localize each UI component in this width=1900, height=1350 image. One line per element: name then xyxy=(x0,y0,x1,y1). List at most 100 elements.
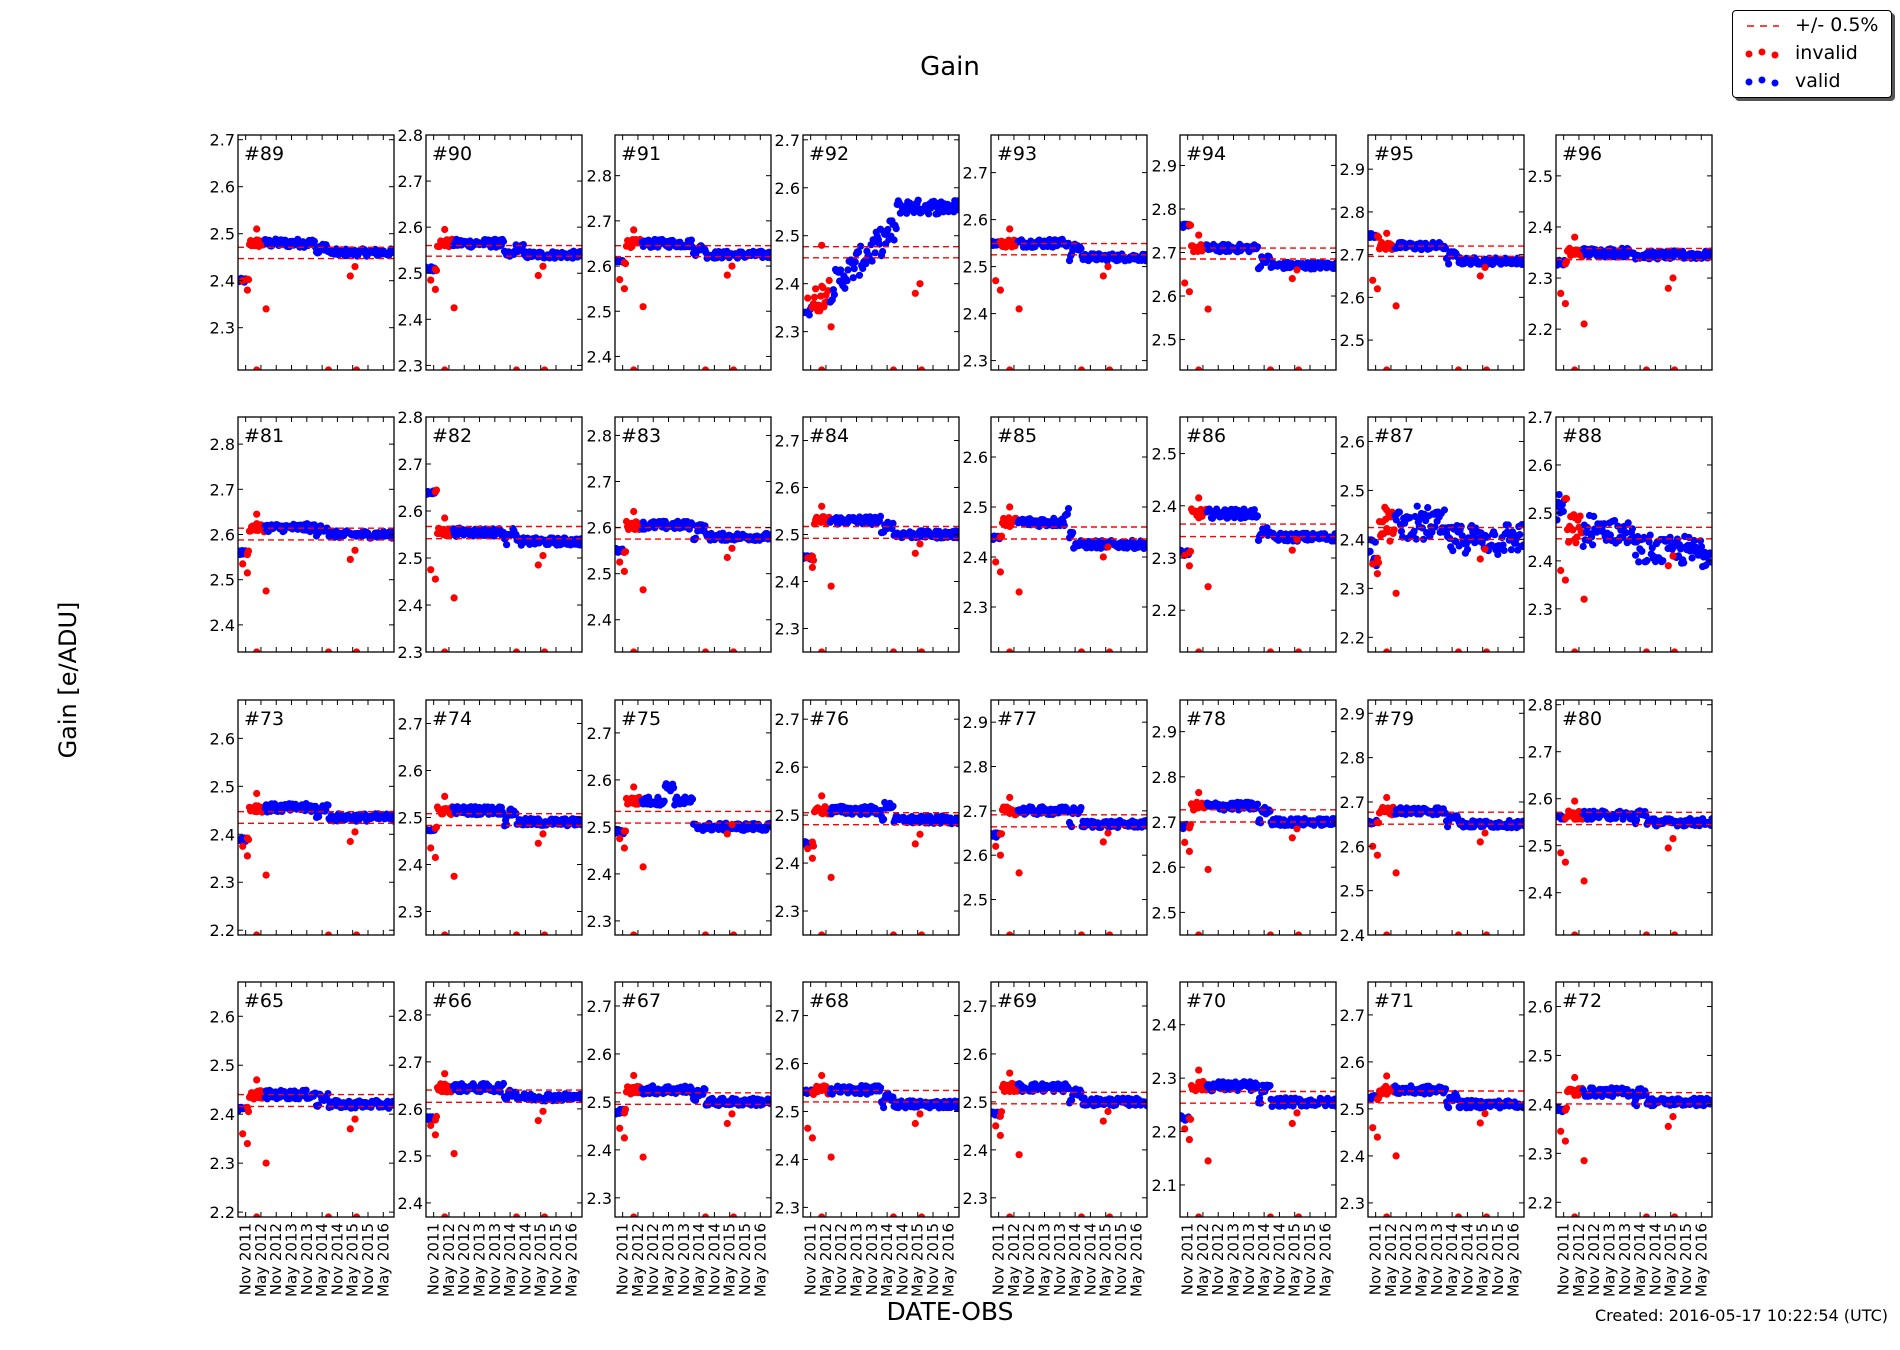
valid-point xyxy=(1428,528,1436,536)
invalid-point xyxy=(1454,931,1463,935)
valid-point xyxy=(884,225,892,234)
invalid-point xyxy=(512,366,521,370)
valid-point xyxy=(880,815,888,823)
invalid-point xyxy=(253,648,261,652)
invalid-point xyxy=(616,276,624,284)
panel-label: #87 xyxy=(1374,425,1414,447)
invalid-point xyxy=(639,863,647,871)
y-tick-label: 2.6 xyxy=(1528,790,1553,809)
y-tick-label: 2.7 xyxy=(963,802,988,821)
invalid-point xyxy=(818,648,826,652)
invalid-point xyxy=(1664,562,1672,570)
invalid-point xyxy=(1185,847,1193,856)
valid-point xyxy=(1257,819,1265,827)
invalid-point xyxy=(244,276,253,284)
panel-label: #76 xyxy=(809,708,849,730)
y-tick-label: 2.5 xyxy=(587,565,612,584)
invalid-point xyxy=(1671,648,1679,652)
invalid-point xyxy=(827,582,835,590)
y-tick-label: 2.5 xyxy=(210,225,235,244)
invalid-point xyxy=(918,931,926,935)
y-tick-label: 2.3 xyxy=(398,903,423,922)
valid-point xyxy=(892,225,900,233)
valid-point xyxy=(914,196,922,204)
valid-point xyxy=(1559,507,1567,515)
invalid-point xyxy=(1642,366,1651,370)
invalid-point xyxy=(1195,648,1203,652)
invalid-point xyxy=(253,225,261,233)
invalid-point xyxy=(1671,366,1679,370)
panel-77: 2.9 2.8 2.7 2.6 2.5 #77 xyxy=(963,699,1148,936)
invalid-point xyxy=(441,792,449,801)
valid-point xyxy=(692,534,700,542)
valid-point xyxy=(890,236,898,244)
invalid-point xyxy=(620,567,629,576)
invalid-point xyxy=(1077,366,1086,370)
invalid-point xyxy=(1195,931,1203,935)
invalid-point xyxy=(351,546,359,554)
invalid-point xyxy=(346,1125,354,1133)
invalid-point xyxy=(243,1140,251,1148)
invalid-point xyxy=(630,931,638,935)
invalid-point xyxy=(630,366,638,370)
invalid-point xyxy=(1374,559,1383,567)
invalid-point xyxy=(621,548,630,556)
panel-data xyxy=(426,486,582,652)
y-tick-label: 2.4 xyxy=(210,1105,235,1124)
valid-point xyxy=(1064,239,1073,247)
invalid-point xyxy=(1185,288,1193,296)
y-tick-label: 2.3 xyxy=(1340,579,1365,598)
invalid-point xyxy=(1481,263,1489,272)
invalid-point xyxy=(253,1076,261,1084)
invalid-point xyxy=(918,366,926,370)
invalid-point xyxy=(1561,576,1569,584)
y-tick-label: 2.9 xyxy=(1152,156,1177,175)
invalid-point xyxy=(1562,495,1571,503)
invalid-point xyxy=(916,830,924,838)
invalid-point xyxy=(1181,551,1189,560)
y-tick-label: 2.5 xyxy=(775,526,800,545)
invalid-point xyxy=(1481,545,1489,553)
valid-point xyxy=(1064,505,1073,513)
invalid-point xyxy=(353,648,361,652)
invalid-point xyxy=(262,587,270,595)
y-tick-label: 2.7 xyxy=(210,480,235,499)
panel-data xyxy=(615,780,771,935)
invalid-point xyxy=(1186,221,1195,229)
valid-point xyxy=(1332,536,1336,544)
y-tick-label: 2.7 xyxy=(210,131,235,150)
panel-label: #94 xyxy=(1186,143,1226,165)
valid-point xyxy=(1516,531,1524,539)
invalid-point xyxy=(809,556,818,564)
invalid-point xyxy=(621,827,630,835)
valid-point xyxy=(1590,512,1598,521)
invalid-point xyxy=(1642,648,1651,652)
valid-point xyxy=(830,291,839,299)
valid-point xyxy=(1628,525,1636,533)
y-tick-label: 2.6 xyxy=(1152,287,1177,306)
y-tick-label: 2.7 xyxy=(1528,408,1553,427)
invalid-point xyxy=(1369,560,1377,568)
invalid-point xyxy=(1373,851,1381,859)
valid-point xyxy=(1611,517,1619,525)
invalid-point xyxy=(1571,931,1579,935)
panel-frame xyxy=(425,416,583,653)
y-tick-label: 2.5 xyxy=(587,302,612,321)
valid-point xyxy=(1371,538,1379,546)
y-tick-label: 2.5 xyxy=(775,806,800,825)
y-tick-label: 2.5 xyxy=(210,1056,235,1075)
y-tick-label: 2.7 xyxy=(1340,246,1365,265)
y-tick-label: 2.4 xyxy=(587,865,612,884)
valid-point xyxy=(1410,527,1418,535)
valid-point xyxy=(503,541,511,549)
invalid-point xyxy=(819,284,827,292)
y-tick-label: 2.3 xyxy=(1152,549,1177,568)
panel-data xyxy=(803,502,959,652)
y-tick-label: 2.5 xyxy=(210,777,235,796)
y-tick-label: 2.5 xyxy=(1152,445,1177,464)
invalid-point xyxy=(1571,797,1579,805)
y-tick-label: 2.8 xyxy=(1528,696,1553,715)
invalid-point xyxy=(353,931,361,935)
y-tick-label: 2.4 xyxy=(775,275,800,294)
invalid-point xyxy=(996,851,1005,859)
